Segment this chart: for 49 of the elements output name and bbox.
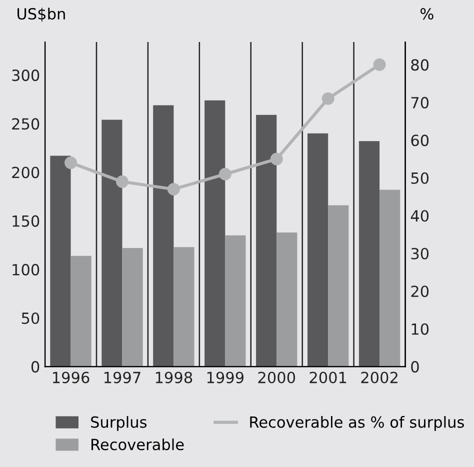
point [270,152,283,166]
x-tick-label: 1996 [53,372,90,384]
y2-tick-label: 70 [411,96,429,108]
bar [153,105,174,367]
bar [70,256,92,367]
y-tick-label: 0 [31,361,40,373]
y2-tick-label: 50 [411,172,429,184]
point [322,92,334,105]
y-tick-label: 200 [12,166,40,178]
bar [102,120,122,367]
y-tick-label: 150 [12,215,40,227]
point [64,156,78,170]
y2-tick-label: 30 [411,248,429,260]
legend-label: Recoverable as % of surplus [250,416,464,431]
x-tick-label: 2001 [310,372,346,384]
y2-axis-title: % [420,8,434,20]
y-tick-label: 100 [12,264,40,276]
bar [307,133,328,367]
bar [174,247,194,367]
x-tick-label: 1998 [156,372,192,384]
bar [358,141,380,367]
bar [204,100,226,367]
y2-tick-label: 60 [411,134,429,146]
point [218,168,232,180]
y2-tick-label: 20 [411,286,429,298]
y-tick-label: 300 [12,70,40,82]
y2-tick-label: 40 [410,210,429,222]
y-tick-label: 50 [22,312,40,324]
y-tick-label: 250 [12,118,40,130]
y2-tick-label: 80 [411,59,429,71]
legend-label: Recoverable [92,438,184,450]
bar [256,114,277,367]
point [373,58,386,71]
bar [50,156,71,367]
bar [225,235,246,367]
y2-tick-label: 0 [411,361,419,373]
bar [122,248,143,367]
x-tick-label: 2000 [258,372,296,384]
y-axis-title: US$bn [18,8,65,22]
point [167,182,180,196]
bar [276,232,298,367]
legend-label: Surplus [91,416,147,431]
x-tick-label: 1997 [104,372,140,384]
bar [328,205,349,367]
y2-tick-label: 10 [412,323,429,335]
x-tick-label: 2002 [361,372,398,384]
point [116,175,128,188]
bar [380,190,400,367]
x-tick-label: 1999 [207,372,244,384]
